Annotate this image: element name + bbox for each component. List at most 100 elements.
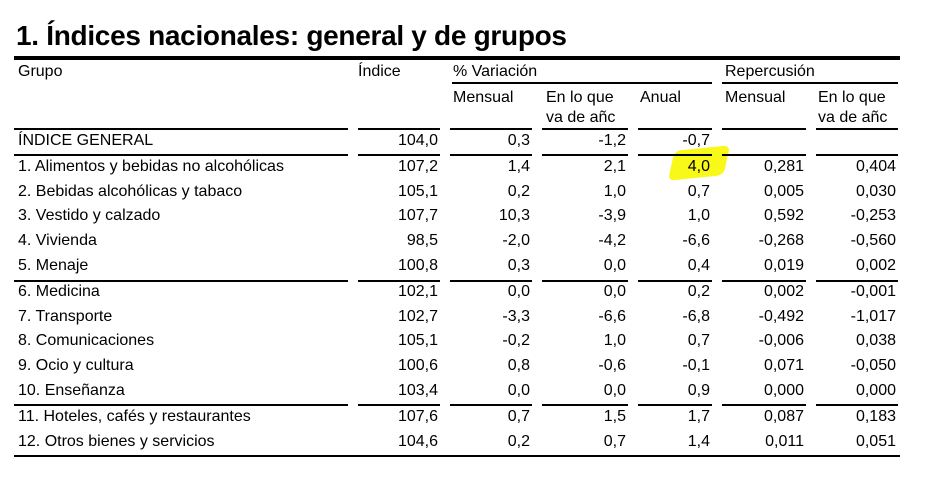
cell-indice: 100,6 <box>397 357 438 374</box>
cell-rep-ano: -1,017 <box>850 308 896 325</box>
cell-rep-mensual: 0,005 <box>763 183 804 200</box>
header-var-mensual: Mensual <box>453 89 514 106</box>
cell-rep-ano: 0,051 <box>855 433 896 450</box>
cell-rep-mensual: 0,087 <box>763 408 804 425</box>
cell-var-anual: 0,7 <box>687 332 710 349</box>
row-separator-rep-mensual <box>722 280 806 282</box>
cell-indice: 100,8 <box>397 257 438 274</box>
row-label: 11. Hoteles, cafés y restaurantes <box>18 408 251 425</box>
row-separator-indice <box>358 280 440 282</box>
row-separator-var-ano <box>542 128 628 130</box>
page-title: 1. Índices nacionales: general y de grup… <box>16 20 567 51</box>
row-label: 4. Vivienda <box>18 232 97 249</box>
cell-var-ano: -4,2 <box>598 232 626 249</box>
repercusion-rule <box>722 82 898 84</box>
row-separator-rep-ano <box>816 128 898 130</box>
row-separator-var-ano <box>542 404 628 406</box>
cell-indice: 103,4 <box>397 382 438 399</box>
cell-rep-mensual: -0,492 <box>758 308 804 325</box>
row-separator-var-mensual <box>450 128 532 130</box>
row-separator-indice <box>358 128 440 130</box>
header-rep-mensual: Mensual <box>725 89 786 106</box>
cell-rep-mensual: 0,071 <box>763 357 804 374</box>
row-label: 7. Transporte <box>18 308 113 325</box>
row-separator-var-anual <box>638 128 712 130</box>
row-separator-grupo <box>14 154 348 156</box>
row-separator-grupo <box>14 128 348 130</box>
cell-var-anual: 0,7 <box>687 183 710 200</box>
cell-var-mensual: -0,2 <box>502 332 530 349</box>
cell-var-mensual: 0,8 <box>507 357 530 374</box>
cell-var-mensual: 0,2 <box>507 183 530 200</box>
cell-var-mensual: 10,3 <box>498 207 530 224</box>
row-label: 8. Comunicaciones <box>18 332 155 349</box>
cell-indice: 102,1 <box>397 283 438 300</box>
row-separator-indice <box>358 154 440 156</box>
row-separator-var-anual <box>638 280 712 282</box>
cell-var-ano: 0,7 <box>603 433 626 450</box>
row-separator-var-ano <box>542 154 628 156</box>
header-rep-ano-1: En lo que <box>818 89 886 106</box>
row-separator-grupo <box>14 280 348 282</box>
cell-var-mensual: -2,0 <box>502 232 530 249</box>
cell-var-anual: -0,7 <box>682 132 710 149</box>
row-separator-var-mensual <box>450 404 532 406</box>
cell-var-mensual: -3,3 <box>502 308 530 325</box>
cell-indice: 104,6 <box>397 433 438 450</box>
row-separator-rep-mensual <box>722 128 806 130</box>
cell-var-anual: -6,8 <box>682 308 710 325</box>
cell-rep-ano: 0,038 <box>855 332 896 349</box>
row-separator-rep-mensual <box>722 404 806 406</box>
row-separator-rep-ano <box>816 280 898 282</box>
row-label: 6. Medicina <box>18 283 100 300</box>
cell-indice: 98,5 <box>406 232 438 249</box>
title-rule <box>14 56 900 60</box>
cell-rep-mensual: 0,281 <box>763 158 804 175</box>
cell-var-ano: 0,0 <box>603 283 626 300</box>
cell-indice: 107,7 <box>397 207 438 224</box>
row-separator-var-ano <box>542 280 628 282</box>
cell-var-ano: -6,6 <box>598 308 626 325</box>
cell-rep-mensual: 0,011 <box>765 433 804 450</box>
cell-var-mensual: 1,4 <box>507 158 530 175</box>
row-label: 2. Bebidas alcohólicas y tabaco <box>18 183 243 200</box>
cell-rep-mensual: -0,268 <box>758 232 804 249</box>
cell-var-ano: 0,0 <box>603 257 626 274</box>
row-label: 3. Vestido y calzado <box>18 207 161 224</box>
cell-var-ano: -3,9 <box>598 207 626 224</box>
cell-var-mensual: 0,3 <box>507 132 530 149</box>
row-separator-var-anual <box>638 404 712 406</box>
header-var-ano-2: va de añc <box>546 109 616 126</box>
header-indice: Índice <box>358 63 401 80</box>
cell-var-ano: 2,1 <box>603 158 626 175</box>
header-var-anual: Anual <box>640 89 681 106</box>
cell-var-anual: 0,2 <box>687 283 710 300</box>
cell-rep-ano: 0,000 <box>855 382 896 399</box>
cell-var-ano: 0,0 <box>603 382 626 399</box>
cell-var-ano: -1,2 <box>598 132 626 149</box>
cell-var-anual: 1,4 <box>687 433 710 450</box>
table-bottom-rule <box>14 455 900 457</box>
row-separator-rep-ano <box>816 404 898 406</box>
cell-var-mensual: 0,2 <box>507 433 530 450</box>
row-label: ÍNDICE GENERAL <box>18 132 154 149</box>
cell-rep-mensual: 0,019 <box>763 257 804 274</box>
variacion-rule <box>452 82 712 84</box>
row-separator-var-anual <box>638 154 712 156</box>
cell-var-anual: 1,7 <box>687 408 710 425</box>
row-label: 9. Ocio y cultura <box>18 357 134 374</box>
cell-rep-ano: 0,030 <box>855 183 896 200</box>
row-label: 5. Menaje <box>18 257 89 274</box>
cell-var-anual: 0,4 <box>687 257 710 274</box>
cell-var-ano: 1,0 <box>603 332 626 349</box>
cell-rep-ano: -0,050 <box>850 357 896 374</box>
cell-indice: 105,1 <box>397 183 438 200</box>
cell-indice: 105,1 <box>397 332 438 349</box>
header-rep-ano-2: va de añc <box>818 109 888 126</box>
cell-rep-ano: -0,253 <box>850 207 896 224</box>
header-grupo: Grupo <box>18 63 63 80</box>
cell-var-mensual: 0,0 <box>507 382 530 399</box>
row-separator-indice <box>358 404 440 406</box>
cell-rep-ano: 0,002 <box>855 257 896 274</box>
cell-indice: 107,6 <box>397 408 438 425</box>
